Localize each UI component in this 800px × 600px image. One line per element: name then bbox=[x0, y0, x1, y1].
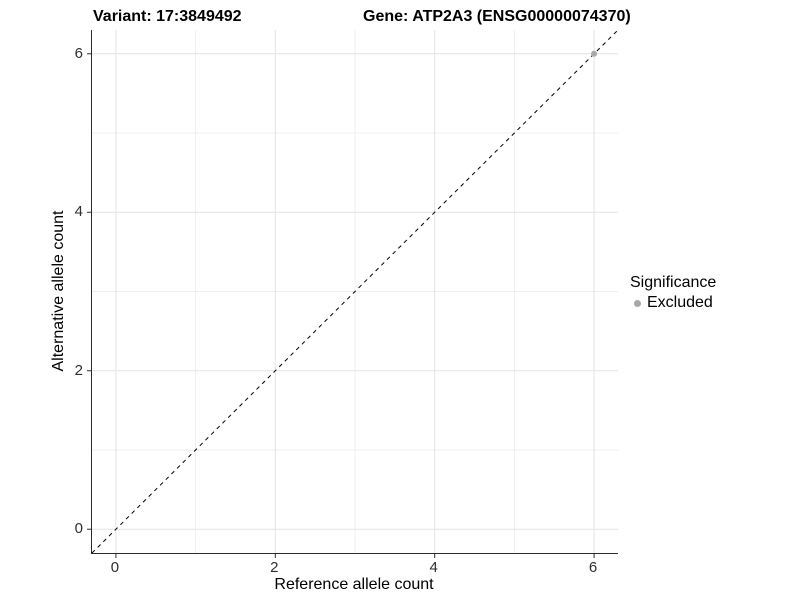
y-tick-label: 4 bbox=[74, 203, 83, 221]
plot-area-svg bbox=[87, 29, 619, 558]
legend-item-label: Excluded bbox=[647, 294, 713, 311]
x-axis-title: Reference allele count bbox=[274, 576, 434, 593]
y-tick-label: 0 bbox=[74, 520, 83, 538]
plot-panel bbox=[87, 29, 619, 558]
legend-point-icon bbox=[634, 299, 641, 307]
y-tick-label: 6 bbox=[74, 44, 83, 62]
legend-title: Significance bbox=[630, 274, 717, 291]
identity-reference-line bbox=[91, 29, 619, 554]
x-tick-label: 4 bbox=[429, 559, 438, 576]
x-tick-label: 2 bbox=[270, 559, 279, 576]
x-tick-label: 0 bbox=[110, 559, 120, 576]
plot-title-variant: Variant: 17:3849492 bbox=[93, 8, 242, 25]
x-tick-label: 6 bbox=[588, 559, 598, 576]
legend-item-excluded: Excluded bbox=[630, 294, 716, 312]
data-point bbox=[591, 50, 598, 57]
legend: Significance Excluded bbox=[630, 274, 716, 312]
plot-title-gene: Gene: ATP2A3 (ENSG00000074370) bbox=[363, 8, 631, 25]
y-tick-label: 2 bbox=[74, 361, 83, 379]
y-axis-title: Alternative allele count bbox=[50, 210, 67, 372]
